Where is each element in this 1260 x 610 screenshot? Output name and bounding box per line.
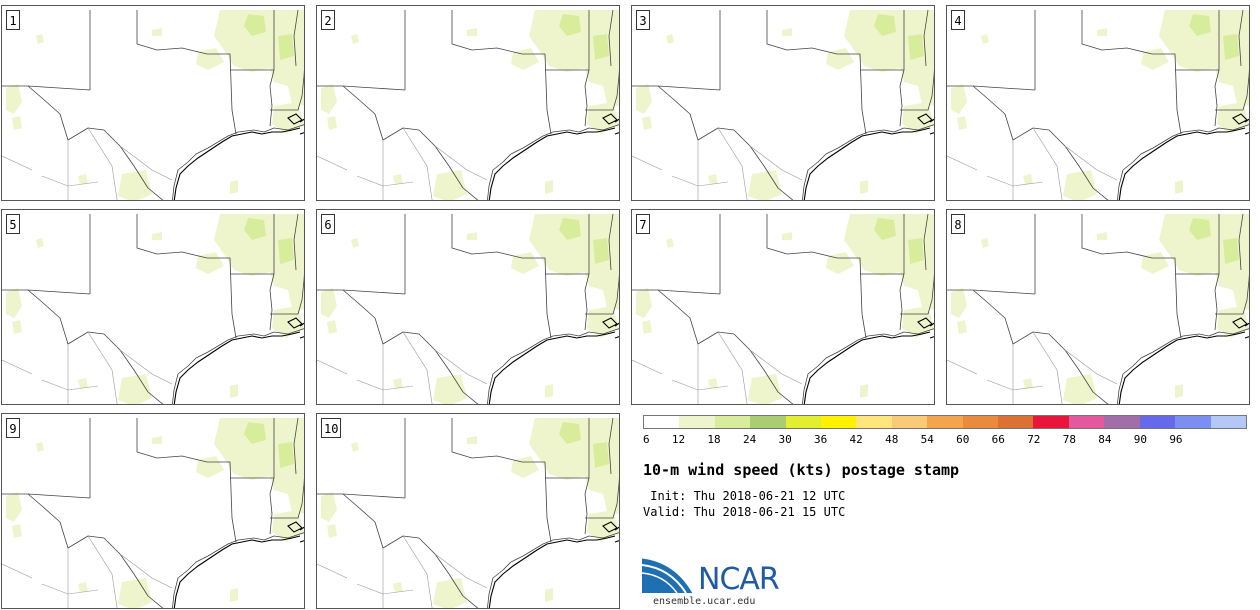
colorbar-swatch xyxy=(856,416,892,428)
colorbar-swatch xyxy=(679,416,715,428)
colorbar-swatch xyxy=(1068,416,1105,428)
colorbar-tick-label: 12 xyxy=(671,433,686,446)
panel-label: 1 xyxy=(6,10,20,30)
colorbar-tick-label: 54 xyxy=(920,433,934,446)
panel-label: 7 xyxy=(636,214,650,234)
map-panel-4: 4 xyxy=(946,5,1250,201)
panel-label: 4 xyxy=(951,10,965,30)
map-region xyxy=(2,417,304,608)
colorbar-swatch xyxy=(998,416,1034,428)
panel-label: 8 xyxy=(951,214,965,234)
map-region xyxy=(2,213,304,404)
colorbar-swatch xyxy=(644,416,680,428)
panel-label: 5 xyxy=(6,214,20,234)
map-panel-6: 6 xyxy=(316,209,620,405)
colorbar-swatch xyxy=(1104,416,1140,428)
map-region xyxy=(947,213,1249,404)
map-panel-2: 2 xyxy=(316,5,620,201)
map-panel-10: 10 xyxy=(316,413,620,609)
map-panel-9: 9 xyxy=(1,413,305,609)
panel-label: 3 xyxy=(636,10,650,30)
colorbar-tick-label: 24 xyxy=(742,433,757,446)
colorbar-tick-label: 42 xyxy=(849,433,863,446)
panel-label: 10 xyxy=(321,418,342,438)
wind-speed-colorbar xyxy=(643,415,1247,429)
map-panel-3: 3 xyxy=(631,5,935,201)
map-panel-5: 5 xyxy=(1,209,305,405)
colorbar-swatch xyxy=(962,416,999,428)
panel-label: 6 xyxy=(321,214,335,234)
colorbar-tick-label: 60 xyxy=(956,433,970,446)
colorbar-tick-label: 66 xyxy=(991,433,1005,446)
ncar-logo-text: NCAR xyxy=(698,562,780,597)
colorbar-swatch xyxy=(821,416,857,428)
colorbar-tick-label: 48 xyxy=(885,433,899,446)
colorbar-swatch xyxy=(1033,416,1069,428)
colorbar-tick-label: 72 xyxy=(1027,433,1041,446)
map-region xyxy=(317,417,619,608)
map-panel-7: 7 xyxy=(631,209,935,405)
map-region xyxy=(947,9,1249,200)
colorbar-swatch xyxy=(1175,416,1211,428)
colorbar-tick-label: 6 xyxy=(643,433,650,446)
map-region xyxy=(2,9,304,200)
colorbar-tick-label: 84 xyxy=(1098,433,1112,446)
map-region xyxy=(632,213,934,404)
init-time: Init: Thu 2018-06-21 12 UTC xyxy=(643,489,846,503)
colorbar-swatch xyxy=(1139,416,1176,428)
colorbar-swatch xyxy=(1210,416,1246,428)
valid-time: Valid: Thu 2018-06-21 15 UTC xyxy=(643,505,846,519)
panel-label: 2 xyxy=(321,10,335,30)
colorbar-tick-label: 96 xyxy=(1169,433,1183,446)
colorbar-tick-label: 18 xyxy=(707,433,721,446)
page-title: 10-m wind speed (kts) postage stamp xyxy=(643,461,960,479)
colorbar-swatch xyxy=(785,416,822,428)
colorbar-tick-label: 90 xyxy=(1133,433,1148,446)
map-panel-8: 8 xyxy=(946,209,1250,405)
colorbar-swatch xyxy=(714,416,751,428)
colorbar-tick-label: 36 xyxy=(814,433,828,446)
colorbar-ticks: 6 12 18 24 30 36 42 48 54 60 66 72 78 84 90 96 xyxy=(643,433,1247,447)
site-url: ensemble.ucar.edu xyxy=(653,596,756,607)
colorbar-swatch xyxy=(927,416,963,428)
colorbar-swatch xyxy=(750,416,786,428)
colorbar-tick-label: 30 xyxy=(778,433,792,446)
map-panel-1: 1 xyxy=(1,5,305,201)
ncar-logo-icon xyxy=(642,555,696,594)
map-region xyxy=(317,9,619,200)
colorbar-tick-label: 78 xyxy=(1062,433,1076,446)
map-region xyxy=(632,9,934,200)
map-region xyxy=(317,213,619,404)
panel-label: 9 xyxy=(6,418,20,438)
colorbar-swatch xyxy=(891,416,928,428)
